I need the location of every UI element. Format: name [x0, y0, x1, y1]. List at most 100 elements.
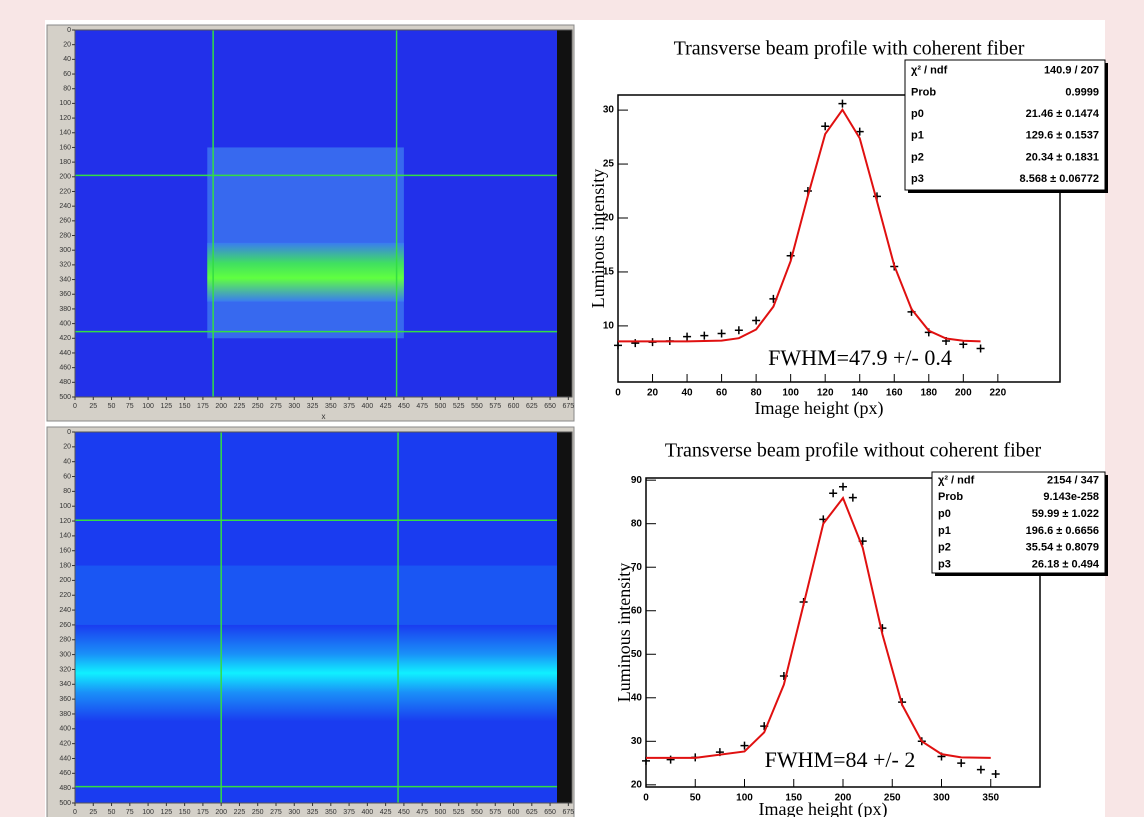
data-point: [957, 759, 966, 768]
y-tick-label: 360: [59, 696, 71, 703]
y-tick-label: 20: [603, 213, 615, 224]
data-point: [734, 326, 743, 335]
stat-name: p0: [938, 508, 951, 520]
data-point: [683, 332, 692, 341]
x-tick-label: 600: [508, 403, 520, 410]
y-tick-label: 140: [59, 130, 71, 137]
stat-name: χ² / ndf: [911, 65, 948, 77]
x-tick-label: 500: [435, 403, 447, 410]
x-tick-label: 250: [252, 403, 264, 410]
stat-name: Prob: [938, 491, 963, 503]
image-frame: [74, 431, 573, 804]
stat-value: 129.6 ± 0.1537: [1026, 130, 1099, 142]
x-tick-label: 200: [955, 388, 972, 399]
fit-curve: [645, 496, 991, 759]
y-tick-label: 10: [603, 321, 615, 332]
y-tick-label: 40: [63, 56, 71, 63]
y-tick-label: 60: [631, 605, 643, 616]
y-tick-label: 0: [67, 27, 71, 34]
x-tick-label: 100: [782, 388, 799, 399]
y-tick-label: 340: [59, 276, 71, 283]
stat-name: p1: [911, 130, 924, 142]
x-tick-label: 625: [526, 809, 538, 816]
x-tick-label: 550: [471, 403, 483, 410]
x-tick-label: 50: [108, 809, 116, 816]
y-tick-label: 100: [59, 100, 71, 107]
stat-value: 59.99 ± 1.022: [1032, 508, 1099, 520]
x-tick-label: 350: [325, 403, 337, 410]
x-tick-label: 100: [142, 403, 154, 410]
stat-value: 35.54 ± 0.8079: [1026, 542, 1099, 554]
x-tick-label: 350: [982, 793, 999, 804]
x-tick-label: 650: [544, 403, 556, 410]
y-tick-label: 460: [59, 770, 71, 777]
x-tick-label: 0: [73, 809, 77, 816]
x-tick-label: 400: [362, 809, 374, 816]
stat-name: p2: [938, 542, 951, 554]
y-label: Luminous intensity: [614, 563, 634, 703]
y-tick-label: 160: [59, 548, 71, 555]
y-tick-label: 340: [59, 681, 71, 688]
x-tick-label: 475: [416, 403, 428, 410]
stat-value: 26.18 ± 0.494: [1032, 558, 1100, 570]
y-tick-label: 15: [603, 267, 615, 278]
data-point: [838, 99, 847, 108]
x-tick-label: 250: [252, 809, 264, 816]
y-tick-label: 50: [631, 649, 643, 660]
y-tick-label: 200: [59, 577, 71, 584]
stat-name: χ² / ndf: [938, 474, 975, 486]
stat-name: p2: [911, 151, 924, 163]
data-point: [752, 316, 761, 325]
y-tick-label: 400: [59, 320, 71, 327]
x-tick-label: 150: [179, 403, 191, 410]
beam-band: [75, 624, 557, 722]
annotation: FWHM=47.9 +/- 0.4: [768, 345, 952, 370]
x-tick-label: 125: [161, 403, 173, 410]
x-tick-label: 20: [647, 388, 659, 399]
x-tick-label: 325: [307, 809, 319, 816]
y-tick-label: 280: [59, 637, 71, 644]
stat-name: p0: [911, 108, 924, 120]
x-tick-label: 350: [325, 809, 337, 816]
x-tick-label: 120: [817, 388, 834, 399]
x-tick-label: 150: [179, 809, 191, 816]
y-tick-label: 80: [63, 86, 71, 93]
y-tick-label: 420: [59, 740, 71, 747]
y-tick-label: 160: [59, 144, 71, 151]
y-tick-label: 20: [63, 444, 71, 451]
x-tick-label: 25: [89, 809, 97, 816]
stat-name: p3: [938, 558, 951, 570]
x-tick-label: 450: [398, 809, 410, 816]
x-tick-label: 475: [416, 809, 428, 816]
x-tick-label: 175: [197, 809, 209, 816]
x-tick-label: 100: [736, 793, 753, 804]
y-tick-label: 260: [59, 622, 71, 629]
annotation: FWHM=84 +/- 2: [765, 747, 916, 772]
x-tick-label: 300: [288, 403, 300, 410]
x-label: Image height (px): [759, 799, 888, 817]
y-tick-label: 60: [63, 473, 71, 480]
y-tick-label: 40: [63, 459, 71, 466]
y-tick-label: 440: [59, 755, 71, 762]
data-point: [976, 344, 985, 353]
y-tick-label: 240: [59, 203, 71, 210]
y-tick-label: 400: [59, 726, 71, 733]
x-tick-label: 675: [563, 403, 575, 410]
image-frame: [74, 29, 573, 398]
y-tick-label: 480: [59, 785, 71, 792]
data-point: [614, 341, 622, 350]
x-tick-label: 75: [126, 809, 134, 816]
x-tick-label: 0: [643, 793, 649, 804]
x-tick-label: 200: [215, 403, 227, 410]
y-tick-label: 200: [59, 174, 71, 181]
y-tick-label: 320: [59, 262, 71, 269]
y-tick-label: 180: [59, 159, 71, 166]
y-tick-label: 80: [631, 518, 643, 529]
x-tick-label: 300: [933, 793, 950, 804]
x-tick-label: 200: [215, 809, 227, 816]
y-tick-label: 30: [603, 105, 615, 116]
x-tick-label: 650: [544, 809, 556, 816]
x-tick-label: 25: [89, 403, 97, 410]
data-point: [717, 329, 726, 338]
x-tick-label: 425: [380, 809, 392, 816]
